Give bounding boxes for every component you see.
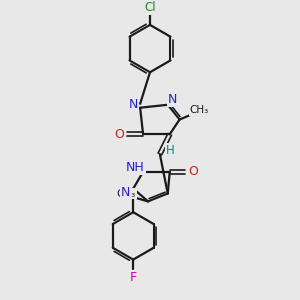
Text: N: N — [128, 98, 138, 111]
Text: O: O — [115, 128, 124, 141]
Text: NH: NH — [126, 161, 145, 174]
Text: Cl: Cl — [144, 1, 156, 13]
Text: O: O — [188, 165, 198, 178]
Text: CH₃: CH₃ — [117, 188, 136, 199]
Text: N: N — [121, 186, 130, 199]
Text: H: H — [166, 144, 175, 157]
Text: N: N — [168, 93, 177, 106]
Text: F: F — [130, 271, 137, 284]
Text: CH₃: CH₃ — [190, 105, 209, 115]
